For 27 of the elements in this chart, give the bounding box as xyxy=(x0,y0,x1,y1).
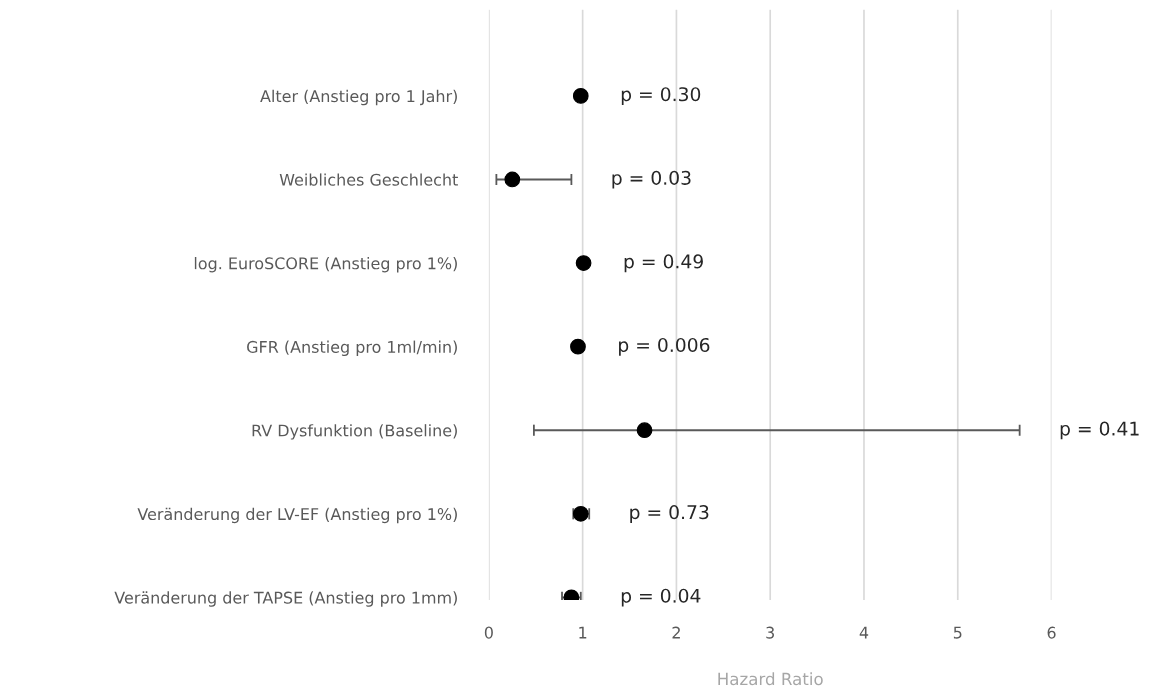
x-tick-label: 2 xyxy=(672,626,680,639)
x-tick-label: 4 xyxy=(859,626,869,639)
point xyxy=(575,255,592,271)
annotation: p = 0.73 xyxy=(630,505,709,523)
x-tick-label: 3 xyxy=(766,626,774,639)
annotation: p = 0.006 xyxy=(619,337,710,356)
text: p = 0.41 xyxy=(1060,421,1139,440)
x-axis-title: Hazard Ratio xyxy=(718,672,823,686)
point xyxy=(572,88,589,104)
x-tick-label: 1 xyxy=(579,626,587,639)
point xyxy=(570,338,586,355)
y-tick-label: Veränderung der LV-EF (Anstieg pro 1%) xyxy=(137,507,457,524)
annotation: p = 0.49 xyxy=(624,254,703,273)
annotation: p = 0.04 xyxy=(621,588,701,607)
y-tick-label: Veränderung der TAPSE (Anstieg pro 1mm) xyxy=(114,591,457,607)
y-tick-label: GFR (Anstieg pro 1ml/min) xyxy=(247,340,457,357)
annotation: p = 0.30 xyxy=(621,87,701,105)
x-tick-label: 0 xyxy=(484,626,493,639)
y-tick-label: Weibliches Geschlecht xyxy=(279,173,458,186)
x-tick-label: 5 xyxy=(953,626,962,639)
annotation: p = 0.03 xyxy=(612,170,691,189)
x-tick-label: 6 xyxy=(1047,626,1056,639)
y-tick-label: log. EuroSCORE (Anstieg pro 1%) xyxy=(194,256,457,273)
y-tick-label: Alter (Anstieg pro 1 Jahr) xyxy=(260,89,457,106)
point xyxy=(636,422,653,439)
point xyxy=(504,171,521,188)
y-tick-label: RV Dysfunktion (Baseline) xyxy=(252,424,457,440)
